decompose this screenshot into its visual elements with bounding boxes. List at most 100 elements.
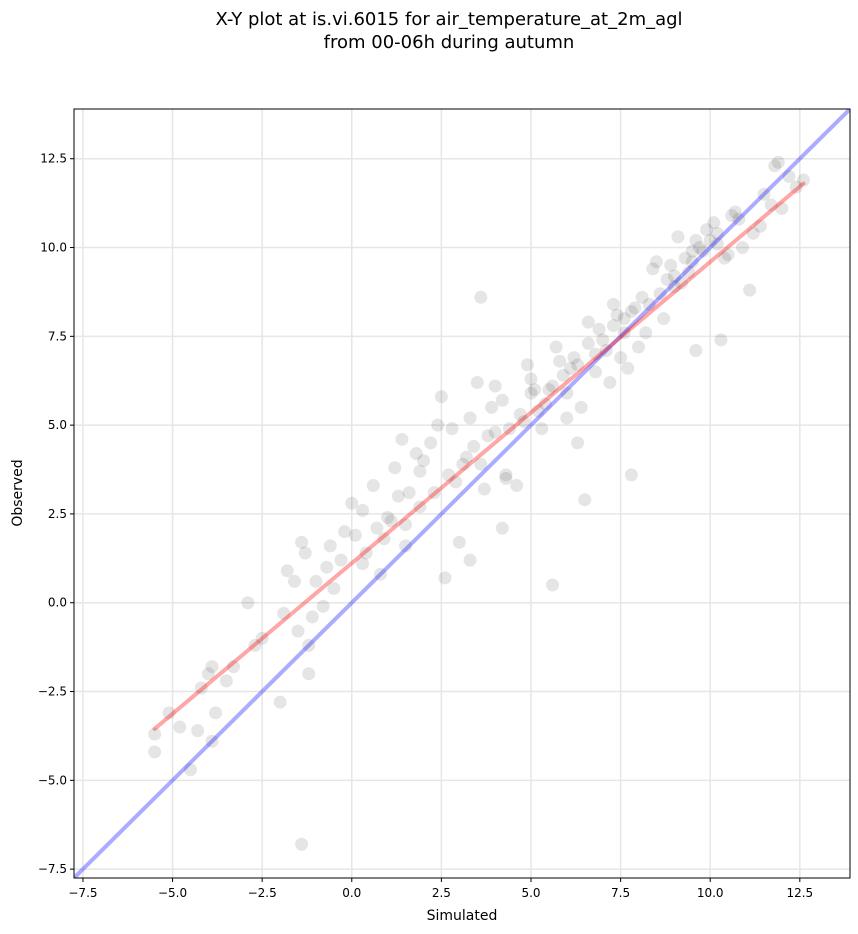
- data-point: [707, 216, 721, 230]
- data-point: [660, 272, 674, 286]
- data-point: [746, 226, 760, 240]
- data-point: [427, 486, 441, 500]
- data-point: [667, 269, 681, 283]
- plot-background: [74, 109, 850, 878]
- y-tick-label: 2.5: [48, 507, 67, 521]
- data-point: [764, 198, 778, 212]
- data-point: [488, 379, 502, 393]
- data-point: [488, 425, 502, 439]
- data-point: [273, 695, 287, 709]
- data-point: [338, 525, 352, 539]
- data-point: [571, 436, 585, 450]
- y-tick-label: −5.0: [38, 773, 67, 787]
- data-point: [546, 379, 560, 393]
- data-point: [796, 173, 810, 187]
- data-point: [381, 510, 395, 524]
- data-point: [241, 596, 255, 610]
- y-axis-label: Observed: [10, 459, 26, 526]
- chart-title: X-Y plot at is.vi.6015 for air_temperatu…: [0, 8, 858, 54]
- data-point: [535, 422, 549, 436]
- data-point: [589, 365, 603, 379]
- data-point: [370, 521, 384, 535]
- data-point: [413, 464, 427, 478]
- data-point: [571, 358, 585, 372]
- data-point: [624, 468, 638, 482]
- data-point: [517, 415, 531, 429]
- data-point: [474, 290, 488, 304]
- x-tick-label: 2.5: [432, 886, 451, 900]
- data-point: [768, 159, 782, 173]
- data-point: [416, 454, 430, 468]
- data-point: [606, 319, 620, 333]
- data-point: [449, 475, 463, 489]
- data-point: [194, 681, 208, 695]
- grid: [74, 109, 850, 878]
- data-point: [345, 496, 359, 510]
- data-point: [201, 667, 215, 681]
- data-point: [560, 386, 574, 400]
- data-point: [743, 283, 757, 297]
- data-point: [546, 578, 560, 592]
- data-point: [356, 557, 370, 571]
- x-tick-label: 10.0: [697, 886, 724, 900]
- data-point: [664, 258, 678, 272]
- data-point: [359, 546, 373, 560]
- data-point: [685, 244, 699, 258]
- data-point: [714, 333, 728, 347]
- data-point: [513, 407, 527, 421]
- data-point: [485, 400, 499, 414]
- data-point: [255, 631, 269, 645]
- data-point: [753, 219, 767, 233]
- data-point: [499, 468, 513, 482]
- data-point: [409, 447, 423, 461]
- reference-lines: [74, 109, 850, 878]
- data-point: [596, 333, 610, 347]
- data-point: [610, 308, 624, 322]
- data-point: [445, 422, 459, 436]
- data-point: [603, 376, 617, 390]
- data-point: [431, 418, 445, 432]
- data-point: [524, 386, 538, 400]
- data-point: [617, 312, 631, 326]
- data-point: [459, 450, 473, 464]
- data-point: [456, 457, 470, 471]
- x-tick-label: −7.5: [68, 886, 97, 900]
- data-point: [635, 290, 649, 304]
- data-point: [356, 503, 370, 517]
- data-point: [295, 837, 309, 851]
- data-point: [402, 486, 416, 500]
- data-point: [499, 471, 513, 485]
- data-point: [725, 209, 739, 223]
- data-point: [452, 535, 466, 549]
- data-point: [413, 500, 427, 514]
- data-point: [287, 574, 301, 588]
- y-axis-ticks: −7.5 −5.0 −2.5 0.0 2.5 5.0 7.5 10.0 12.5: [38, 152, 74, 876]
- data-point: [542, 383, 556, 397]
- data-point: [463, 553, 477, 567]
- x-tick-label: 12.5: [786, 886, 813, 900]
- x-tick-label: 7.5: [611, 886, 630, 900]
- y-tick-label: −7.5: [38, 862, 67, 876]
- data-point: [632, 340, 646, 354]
- data-point: [675, 276, 689, 290]
- y-tick-label: 0.0: [48, 596, 67, 610]
- data-point: [563, 361, 577, 375]
- regression-line: [152, 181, 806, 731]
- x-axis-ticks: −7.5 −5.0 −2.5 0.0 2.5 5.0 7.5 10.0 12.5: [68, 878, 813, 900]
- data-point: [277, 606, 291, 620]
- data-point: [692, 241, 706, 255]
- data-point: [442, 468, 456, 482]
- data-point: [642, 297, 656, 311]
- data-point: [782, 169, 796, 183]
- data-point: [320, 560, 334, 574]
- y-tick-label: 5.0: [48, 418, 67, 432]
- data-point: [323, 539, 337, 553]
- x-tick-label: 5.0: [521, 886, 540, 900]
- data-point: [384, 514, 398, 528]
- data-point: [685, 255, 699, 269]
- data-point: [718, 251, 732, 265]
- data-point: [510, 479, 524, 493]
- y-tick-label: 7.5: [48, 329, 67, 343]
- data-point: [771, 155, 785, 169]
